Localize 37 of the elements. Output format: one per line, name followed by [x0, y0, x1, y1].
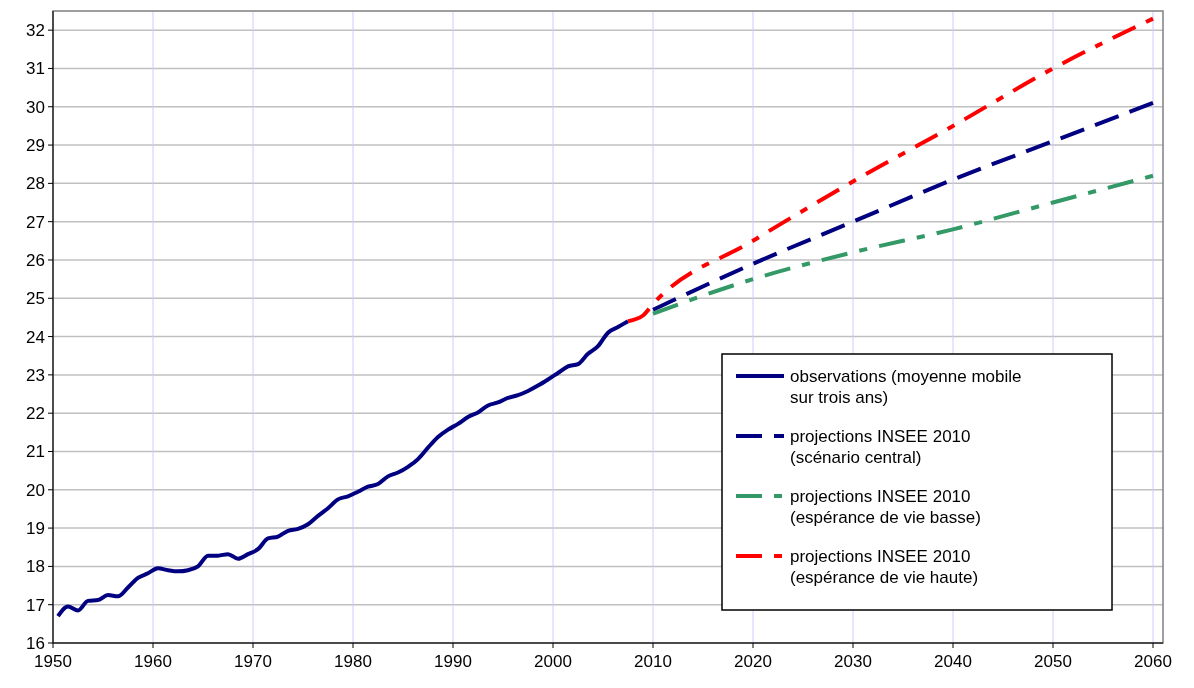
y-tick-label: 25 [26, 289, 45, 309]
y-tick-label: 24 [26, 327, 45, 347]
x-tick-label: 2010 [634, 652, 672, 671]
y-tick-label: 18 [26, 557, 45, 577]
x-tick-label: 1990 [434, 652, 472, 671]
y-tick-label: 26 [26, 250, 45, 270]
legend-label: projections INSEE 2010 (espérance de vie basse) [790, 486, 981, 527]
x-tick-label: 1960 [134, 652, 172, 671]
line-series [626, 16, 1155, 324]
x-tick-label: 2000 [534, 652, 572, 671]
y-tick-label: 29 [26, 136, 45, 156]
legend-label: projections INSEE 2010 (espérance de vie haute) [790, 546, 979, 587]
x-tick-label: 2030 [834, 652, 872, 671]
y-tick-label: 20 [26, 480, 45, 500]
x-tick-label: 1950 [34, 652, 72, 671]
y-tick-label: 30 [26, 97, 45, 117]
line-series [651, 100, 1155, 312]
x-tick-label: 1980 [334, 652, 372, 671]
line-series [651, 173, 1155, 316]
y-tick-label: 22 [26, 404, 45, 424]
x-tick-label: 1970 [234, 652, 272, 671]
legend-label: observations (moyenne mobile sur trois ans) [790, 366, 1022, 407]
y-tick-label: 23 [26, 365, 45, 385]
x-tick-label: 2040 [934, 652, 972, 671]
x-tick-label: 2060 [1134, 652, 1172, 671]
legend-label: projections INSEE 2010 (scénario central) [790, 426, 971, 467]
y-tick-label: 32 [26, 21, 45, 41]
y-tick-label: 17 [26, 595, 45, 615]
y-tick-label: 27 [26, 212, 45, 232]
x-tick-label: 2020 [734, 652, 772, 671]
y-tick-label: 21 [26, 442, 45, 462]
y-tick-label: 31 [26, 59, 45, 79]
x-tick-label: 2050 [1034, 652, 1072, 671]
y-tick-label: 19 [26, 519, 45, 539]
y-tick-label: 28 [26, 174, 45, 194]
line-series [56, 319, 630, 619]
y-tick-label: 16 [26, 633, 45, 653]
